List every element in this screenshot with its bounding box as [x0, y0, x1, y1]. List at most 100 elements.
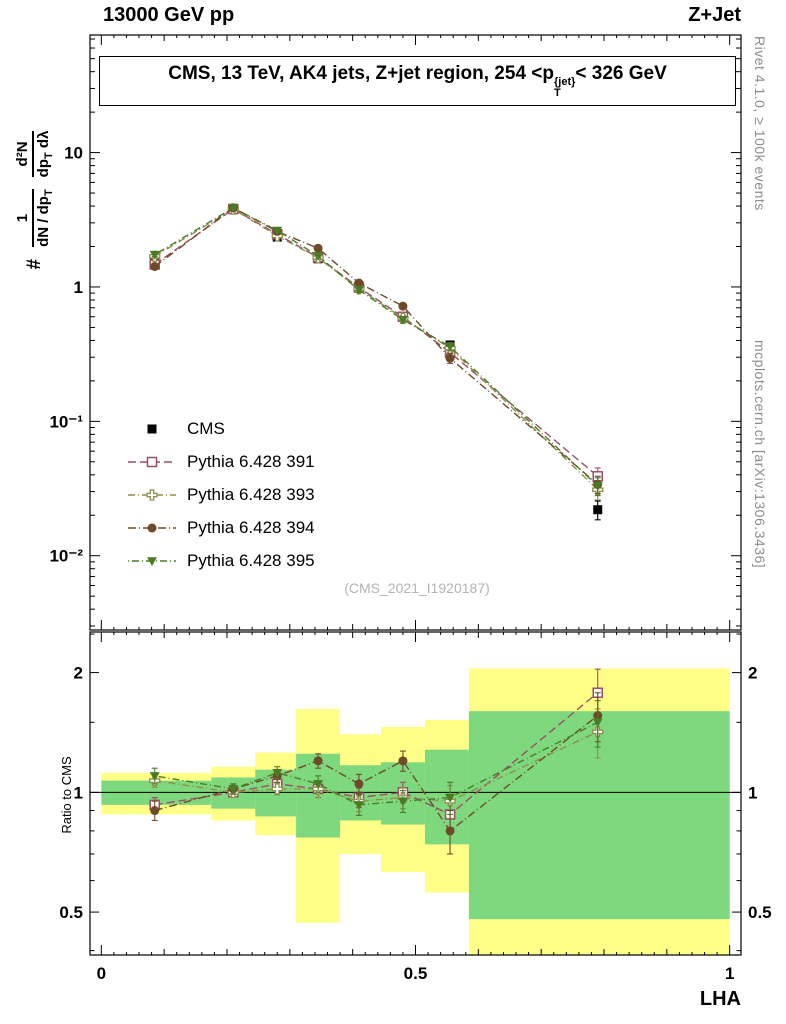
ratio-uncertainty-bands	[90, 668, 741, 955]
legend-label: Pythia 6.428 393	[187, 484, 315, 504]
legend-item-py394: Pythia 6.428 394	[126, 511, 315, 544]
title-subscript: T	[554, 87, 561, 99]
marker-circle-filled	[147, 523, 157, 532]
tick-label: 10⁻²	[49, 547, 83, 566]
marker-cross-open	[146, 488, 158, 501]
tick-label: 0.5	[59, 903, 83, 922]
marker-circle-filled	[150, 806, 160, 816]
marker-triangle-down	[147, 556, 157, 566]
marker-triangle-down	[228, 204, 239, 213]
plot-title-box: CMS, 13 TeV, AK4 jets, Z+jet region, 254…	[99, 56, 736, 106]
legend-item-py393: Pythia 6.428 393	[126, 478, 315, 511]
tick-label: 1	[748, 783, 757, 802]
marker-circle-filled	[354, 278, 364, 288]
series-line	[154, 721, 599, 806]
marker-circle-filled	[398, 301, 408, 311]
process-label: Z+Jet	[688, 4, 741, 26]
marker-triangle-down	[313, 252, 324, 261]
series-line	[154, 207, 599, 485]
marker-circle-filled	[313, 243, 323, 253]
marker-square-filled	[147, 424, 157, 433]
marker-triangle-down	[228, 785, 239, 794]
marker-circle-filled	[354, 779, 364, 789]
ylabel-fraction-2: d²N dpT dλ	[14, 130, 56, 178]
ylabel-fraction-1: 1 dN / dpT	[14, 189, 56, 247]
frac1-den-sub: T	[43, 189, 56, 197]
legend-marker-circle-filled	[128, 523, 176, 532]
axis-ticks	[90, 35, 741, 955]
band-green	[468, 711, 730, 920]
legend-label: Pythia 6.428 391	[187, 451, 315, 471]
title-text: CMS, 13 TeV, AK4 jets, Z+jet region, 254…	[168, 63, 554, 84]
marker-circle-filled	[398, 756, 408, 766]
legend-marker-cross-open	[128, 488, 176, 501]
marker-triangle-down	[313, 780, 324, 789]
rivet-version-label: Rivet 4.1.0, ≥ 100k events	[752, 36, 768, 211]
legend-marker-square-filled	[147, 424, 157, 433]
ratio-y-axis-label: Ratio to CMS	[59, 756, 74, 834]
frac2-numerator: d²N	[14, 141, 32, 167]
frac2-den-tail: dλ	[35, 130, 53, 153]
tick-label: 2	[74, 664, 83, 683]
analysis-id-watermark: (CMS_2021_I1920187)	[344, 580, 490, 596]
legend-item-py395: Pythia 6.428 395	[126, 544, 315, 577]
legend-label: CMS	[187, 418, 225, 438]
frac1-numerator: 1	[14, 213, 32, 223]
main-y-axis-label: # 1 dN / dpT d²N dpT dλ	[3, 35, 67, 365]
frac1-denominator: dN / dpT	[35, 189, 56, 247]
marker-triangle-down	[397, 315, 408, 325]
series-line	[154, 207, 599, 487]
marker-triangle-down	[353, 801, 364, 810]
legend-label: Pythia 6.428 394	[187, 517, 315, 537]
marker-triangle-down	[272, 226, 283, 236]
legend-item-cms: CMS	[126, 412, 315, 445]
series-line	[154, 692, 599, 816]
marker-circle-filled	[313, 756, 323, 766]
marker-circle-filled	[445, 826, 455, 836]
tick-label: 10	[64, 144, 83, 163]
frac1-den-text: dN / dp	[35, 196, 53, 247]
marker-triangle-down	[353, 286, 364, 295]
series-line	[154, 714, 599, 832]
marker-triangle-down	[149, 250, 160, 260]
legend-marker-triangle-down-filled	[128, 556, 176, 566]
marker-circle-filled	[445, 353, 455, 363]
title-superscript: {jet}	[554, 76, 576, 88]
legend-item-py391: Pythia 6.428 391	[126, 445, 315, 478]
marker-cross-open	[271, 783, 283, 795]
fraction-bar	[32, 130, 35, 178]
ylabel-hash: #	[24, 258, 45, 270]
tick-label: 10⁻¹	[49, 412, 83, 431]
tick-label: 0.5	[748, 903, 772, 922]
marker-triangle-down	[445, 342, 456, 352]
title-text-end: < 326 GeV	[575, 63, 667, 84]
frac2-den-text: dp	[35, 158, 53, 178]
x-axis-label: LHA	[699, 988, 741, 1010]
marker-triangle-down	[397, 797, 408, 807]
beam-energy-label: 13000 GeV pp	[103, 4, 235, 26]
tick-label: 0.5	[404, 964, 428, 983]
tick-label: 0	[97, 964, 106, 983]
tick-label: 1	[74, 278, 83, 297]
tick-label: 2	[748, 664, 757, 683]
marker-triangle-down	[272, 768, 283, 778]
marker-triangle-down	[445, 793, 456, 803]
marker-circle-filled	[150, 261, 160, 271]
mcplots-attribution-label: mcplots.cern.ch [arXiv:1306.3436]	[752, 340, 768, 569]
legend-marker-square-open	[128, 456, 176, 467]
tick-label: 1	[725, 964, 734, 983]
frac2-denominator: dpT dλ	[35, 131, 56, 178]
fraction-bar	[32, 189, 35, 247]
ratio-series-py395	[149, 700, 603, 816]
marker-triangle-down	[592, 718, 603, 728]
marker-triangle-down	[149, 772, 160, 781]
pt-jet-supsub: {jet} T	[554, 77, 575, 99]
marker-square-open	[146, 456, 158, 467]
tick-label: 1	[74, 783, 83, 802]
marker-square-filled	[593, 505, 603, 515]
marker-triangle-down	[592, 482, 603, 492]
frac2-den-sub: T	[43, 152, 56, 159]
legend-label: Pythia 6.428 395	[187, 550, 315, 570]
